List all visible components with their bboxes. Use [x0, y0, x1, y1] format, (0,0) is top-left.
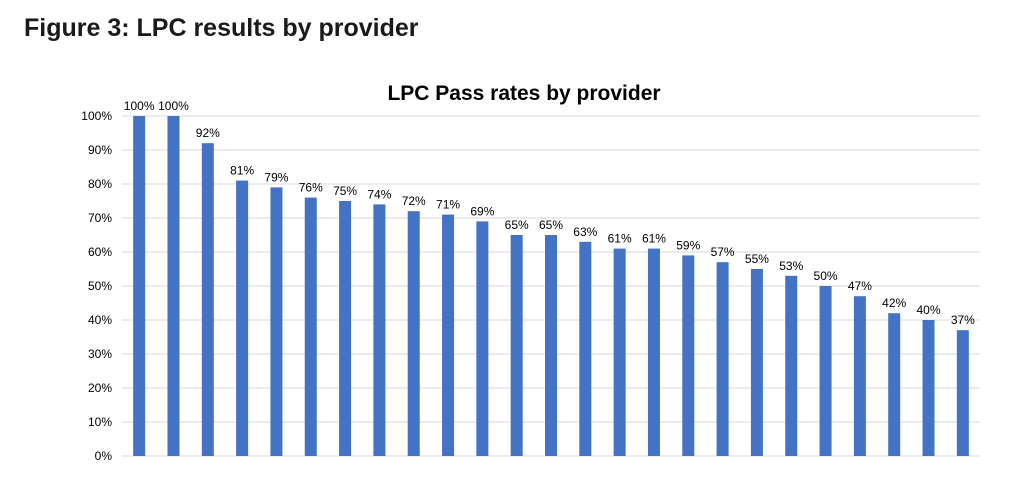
- bar: [270, 187, 283, 456]
- y-axis-ticks: 0% 10% 20% 30% 40% 50% 60% 70% 80% 90% 100%: [81, 109, 112, 463]
- data-label: 47%: [848, 279, 872, 293]
- data-label: 37%: [951, 313, 975, 327]
- y-tick-label: 10%: [88, 415, 112, 429]
- bar: [442, 214, 455, 456]
- data-label: 65%: [539, 218, 563, 232]
- bar: [785, 275, 798, 456]
- bar: [167, 116, 180, 456]
- bar: [339, 201, 352, 456]
- data-label: 72%: [402, 194, 426, 208]
- figure-title: Figure 3: LPC results by provider: [24, 14, 419, 42]
- bar: [819, 286, 832, 456]
- data-labels: 100% 100% 92% 81% 79% 76% 75% 74% 72% 71% 69% 65% 65…: [124, 99, 975, 327]
- data-label: 71%: [436, 198, 460, 212]
- bar: [201, 143, 214, 456]
- bar: [373, 204, 386, 456]
- data-label: 76%: [299, 181, 323, 195]
- bar: [613, 248, 626, 456]
- bar: [236, 180, 249, 456]
- bar: [922, 320, 935, 456]
- data-label: 40%: [917, 303, 941, 317]
- y-tick-label: 70%: [88, 211, 112, 225]
- data-label: 65%: [505, 218, 529, 232]
- bar: [579, 241, 592, 456]
- data-label: 100%: [158, 99, 189, 113]
- bar: [888, 313, 901, 456]
- data-label: 57%: [711, 245, 735, 259]
- data-label: 61%: [608, 232, 632, 246]
- y-tick-label: 50%: [88, 279, 112, 293]
- data-label: 50%: [814, 269, 838, 283]
- chart-title: LPC Pass rates by provider: [387, 82, 660, 105]
- data-label: 55%: [745, 252, 769, 266]
- y-tick-label: 90%: [88, 143, 112, 157]
- y-tick-label: 30%: [88, 347, 112, 361]
- data-label: 42%: [882, 296, 906, 310]
- y-tick-label: 0%: [95, 449, 113, 463]
- bars: [133, 116, 969, 456]
- data-label: 81%: [230, 164, 254, 178]
- data-label: 53%: [779, 259, 803, 273]
- data-label: 59%: [676, 238, 700, 252]
- data-label: 74%: [367, 187, 391, 201]
- bar: [545, 235, 557, 456]
- data-label: 75%: [333, 184, 357, 198]
- bar: [956, 330, 969, 456]
- data-label: 92%: [196, 126, 220, 140]
- data-label: 61%: [642, 232, 666, 246]
- bar: [647, 248, 660, 456]
- bar: [133, 116, 146, 456]
- data-label: 100%: [124, 99, 155, 113]
- data-label: 69%: [470, 204, 494, 218]
- bar: [853, 296, 866, 456]
- bar: [407, 211, 420, 456]
- y-tick-label: 20%: [88, 381, 112, 395]
- bar: [510, 235, 523, 456]
- bar: [750, 269, 763, 456]
- y-tick-label: 80%: [88, 177, 112, 191]
- y-tick-label: 40%: [88, 313, 112, 327]
- bar: [716, 262, 729, 456]
- y-tick-label: 60%: [88, 245, 112, 259]
- bar: [682, 255, 695, 456]
- bar: [476, 221, 489, 456]
- y-tick-label: 100%: [81, 109, 112, 123]
- data-label: 79%: [264, 170, 288, 184]
- data-label: 63%: [573, 225, 597, 239]
- bar: [304, 197, 317, 456]
